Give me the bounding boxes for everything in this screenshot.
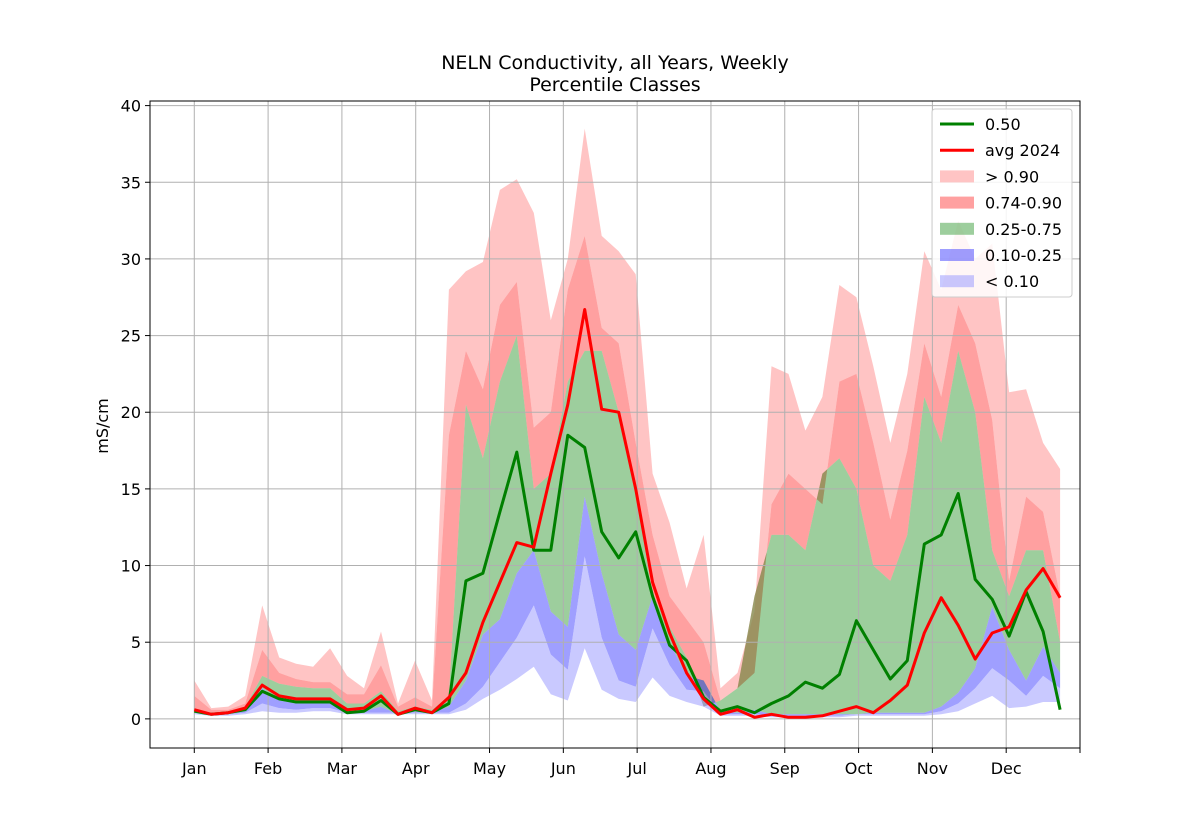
legend-patch-swatch xyxy=(940,249,974,261)
plot-frame xyxy=(149,100,1081,749)
x-tick-label: Feb xyxy=(254,759,282,778)
legend-patch-swatch xyxy=(940,170,974,183)
x-tick-label: May xyxy=(473,759,506,778)
legend-label: > 0.90 xyxy=(985,167,1039,186)
y-tick-label: 10 xyxy=(121,557,141,576)
chart-subtitle: Percentile Classes xyxy=(529,74,700,96)
x-tick-label: Dec xyxy=(991,759,1022,778)
x-tick-label: Jul xyxy=(626,759,646,778)
y-tick-label: 5 xyxy=(131,633,141,652)
y-axis-label: mS/cm xyxy=(93,398,112,454)
series-lines xyxy=(193,308,1062,719)
band-4 xyxy=(194,496,1061,716)
legend-label: 0.10-0.25 xyxy=(985,246,1062,265)
x-tick-label: Sep xyxy=(770,759,800,778)
legend-patch-swatch xyxy=(940,222,974,235)
x-tick-label: Jan xyxy=(181,759,207,778)
y-tick-label: 35 xyxy=(121,173,141,192)
y-tick-label: 15 xyxy=(121,480,141,499)
y-tick-label: 25 xyxy=(121,327,141,346)
y-axis: 0 5 10 15 20 25 30 35 40 xyxy=(121,97,150,729)
legend-label: 0.25-0.75 xyxy=(985,220,1062,239)
legend-label: 0.74-0.90 xyxy=(985,194,1062,213)
legend-label: 0.50 xyxy=(985,115,1021,134)
y-tick-label: 0 xyxy=(131,710,141,729)
legend: 0.50 avg 2024 > 0.90 0.74-0.90 0.25-0.75 0.10… xyxy=(931,108,1073,298)
y-tick-label: 20 xyxy=(121,403,141,422)
chart-title: NELN Conductivity, all Years, Weekly xyxy=(441,52,789,74)
legend-patch-swatch xyxy=(940,196,974,209)
percentile-bands xyxy=(194,128,1061,718)
x-tick-label: Nov xyxy=(917,759,948,778)
x-tick-label: Aug xyxy=(695,759,726,778)
y-tick-label: 40 xyxy=(121,97,141,116)
series-line-2 xyxy=(193,308,1062,719)
legend-label: < 0.10 xyxy=(985,272,1039,291)
x-tick-label: Apr xyxy=(402,759,430,778)
x-tick-label: Oct xyxy=(845,759,873,778)
legend-patch-swatch xyxy=(940,275,974,288)
x-tick-label: Jun xyxy=(550,759,576,778)
x-axis: Jan Feb Mar Apr May Jun Jul Aug Sep Oct Nov Dec xyxy=(181,748,1081,778)
legend-label: avg 2024 xyxy=(985,141,1060,160)
band-3 xyxy=(194,335,1061,715)
series-line-1 xyxy=(194,433,1062,716)
band-5 xyxy=(194,556,1061,718)
y-tick-label: 30 xyxy=(121,250,141,269)
x-tick-label: Mar xyxy=(327,759,358,778)
